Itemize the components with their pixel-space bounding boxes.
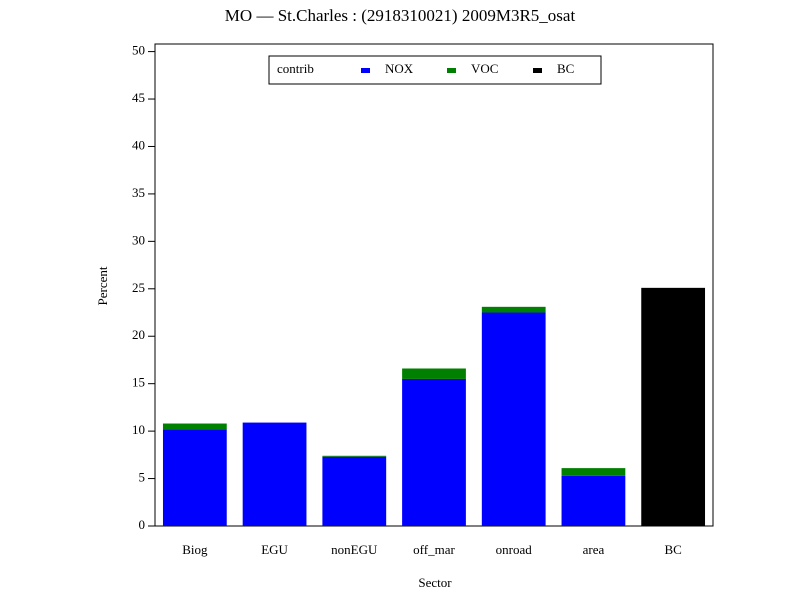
legend-swatch (361, 68, 370, 73)
y-tick-label: 5 (139, 470, 146, 485)
y-tick-label: 10 (132, 422, 145, 437)
chart-title: MO — St.Charles : (2918310021) 2009M3R5_… (225, 6, 576, 25)
x-tick-label: onroad (496, 542, 533, 557)
bar-segment (481, 312, 546, 526)
y-tick-label: 35 (132, 185, 145, 200)
bar-segment (402, 378, 466, 526)
bar-segment (162, 429, 227, 526)
x-tick-label: BC (664, 542, 681, 557)
bar-segment (561, 475, 626, 526)
legend-label: VOC (471, 61, 498, 76)
y-tick-label: 20 (132, 327, 145, 342)
x-tick-label: Biog (182, 542, 208, 557)
legend-title: contrib (277, 61, 314, 76)
y-tick-label: 30 (132, 232, 145, 247)
y-tick-label: 45 (132, 90, 145, 105)
x-tick-label: off_mar (413, 542, 455, 557)
bar-segment (481, 306, 546, 313)
x-tick-label: EGU (261, 542, 288, 557)
y-tick-label: 40 (132, 137, 145, 152)
bar-segment (322, 455, 387, 457)
y-axis-label: Percent (95, 266, 110, 305)
bar-segment (402, 368, 466, 379)
bar-segment (641, 287, 706, 526)
y-tick-label: 50 (132, 43, 145, 58)
bar-segment (561, 468, 626, 476)
legend-label: BC (557, 61, 574, 76)
legend-swatch (447, 68, 456, 73)
bar-segment (242, 422, 307, 526)
x-tick-label: nonEGU (331, 542, 378, 557)
y-tick-label: 0 (139, 517, 146, 532)
y-tick-label: 25 (132, 280, 145, 295)
bar-segment (322, 456, 387, 526)
legend-label: NOX (385, 61, 414, 76)
x-tick-label: area (583, 542, 605, 557)
legend-swatch (533, 68, 542, 73)
bar-segment (162, 423, 227, 430)
x-axis-label: Sector (418, 575, 452, 590)
y-tick-label: 15 (132, 375, 145, 390)
legend-box (268, 55, 602, 85)
